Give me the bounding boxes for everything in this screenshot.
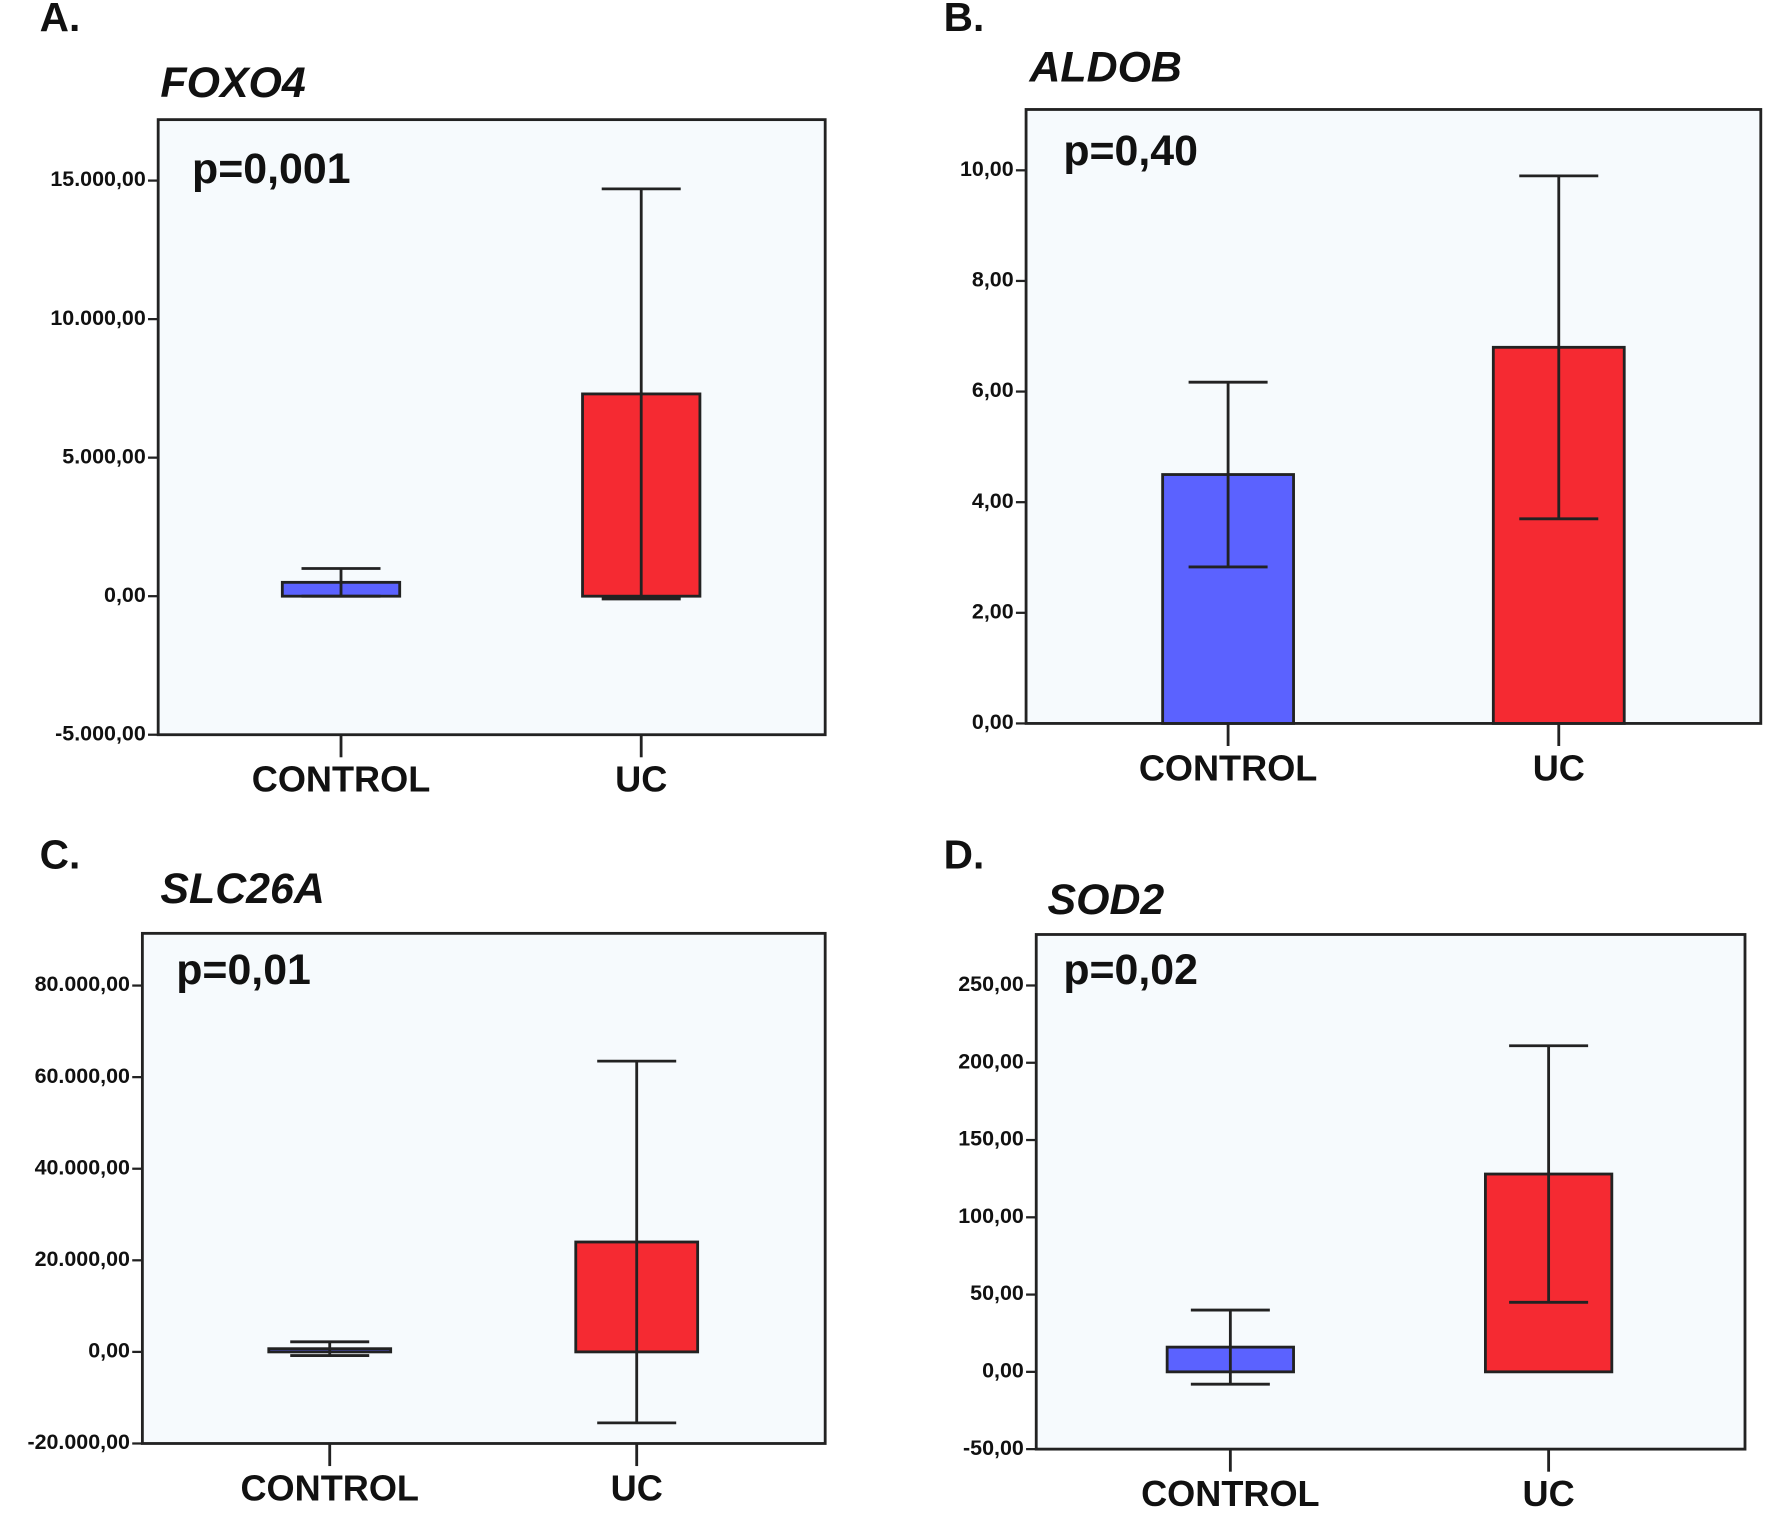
annotation: p=0,01: [176, 946, 311, 994]
error-bar: [601, 187, 681, 601]
y-tick-label: 50,00: [970, 1281, 1024, 1305]
error-bar: [1509, 1044, 1589, 1304]
y-tick-label: 150,00: [958, 1127, 1024, 1151]
y-tick-label: 0,00: [982, 1359, 1024, 1383]
error-bar: [597, 1059, 677, 1425]
panel-label: C.: [40, 831, 81, 877]
x-tick-label: UC: [611, 1467, 663, 1508]
plot-area: [1024, 108, 1763, 725]
y-tick-label: 200,00: [958, 1049, 1024, 1073]
error-bar: [1188, 380, 1268, 569]
x-tick-label: UC: [1533, 747, 1585, 788]
error-bar: [290, 1340, 370, 1357]
y-tick-label: 10,00: [960, 157, 1014, 181]
y-tick-label: 0,00: [88, 1339, 130, 1363]
plot-area: [1034, 933, 1747, 1451]
panel-label: A.: [40, 0, 81, 40]
x-tick-label: CONTROL: [1139, 747, 1318, 788]
y-tick-label: 10.000,00: [50, 306, 145, 330]
error-bar: [301, 567, 381, 598]
y-tick-label: 15.000,00: [50, 167, 145, 191]
y-tick-label: 0,00: [972, 710, 1014, 734]
x-tick-label: UC: [1523, 1473, 1575, 1514]
x-tick-label: CONTROL: [1141, 1473, 1320, 1514]
panel-label: B.: [944, 0, 985, 40]
plot-area: [140, 931, 827, 1445]
y-tick-label: 5.000,00: [62, 444, 146, 468]
y-tick-label: 250,00: [958, 972, 1024, 996]
chart-title: SLC26A: [160, 865, 324, 913]
y-tick-label: 8,00: [972, 268, 1014, 292]
y-tick-label: 2,00: [972, 599, 1014, 623]
y-tick-label: -20.000,00: [27, 1430, 130, 1454]
y-tick-label: 80.000,00: [35, 972, 130, 996]
y-tick-label: 20.000,00: [35, 1247, 130, 1271]
panel-label: D.: [944, 831, 985, 877]
chart-title: ALDOB: [1028, 43, 1181, 91]
chart-title: SOD2: [1048, 876, 1165, 924]
y-tick-label: -5.000,00: [55, 721, 146, 745]
y-tick-label: 4,00: [972, 489, 1014, 513]
y-tick-label: 100,00: [958, 1204, 1024, 1228]
y-tick-label: 6,00: [972, 378, 1014, 402]
plot-area: [156, 118, 827, 737]
y-tick-label: 0,00: [104, 583, 146, 607]
x-tick-label: CONTROL: [240, 1467, 419, 1508]
chart-title: FOXO4: [160, 59, 305, 107]
y-tick-label: 60.000,00: [35, 1064, 130, 1088]
x-tick-label: CONTROL: [252, 759, 431, 800]
error-bar: [1519, 174, 1599, 521]
annotation: p=0,001: [192, 145, 351, 193]
y-tick-label: 40.000,00: [35, 1155, 130, 1179]
annotation: p=0,02: [1063, 946, 1198, 994]
y-tick-label: -50,00: [963, 1436, 1024, 1460]
error-bar: [1190, 1308, 1270, 1386]
x-tick-label: UC: [615, 759, 667, 800]
annotation: p=0,40: [1063, 127, 1198, 175]
